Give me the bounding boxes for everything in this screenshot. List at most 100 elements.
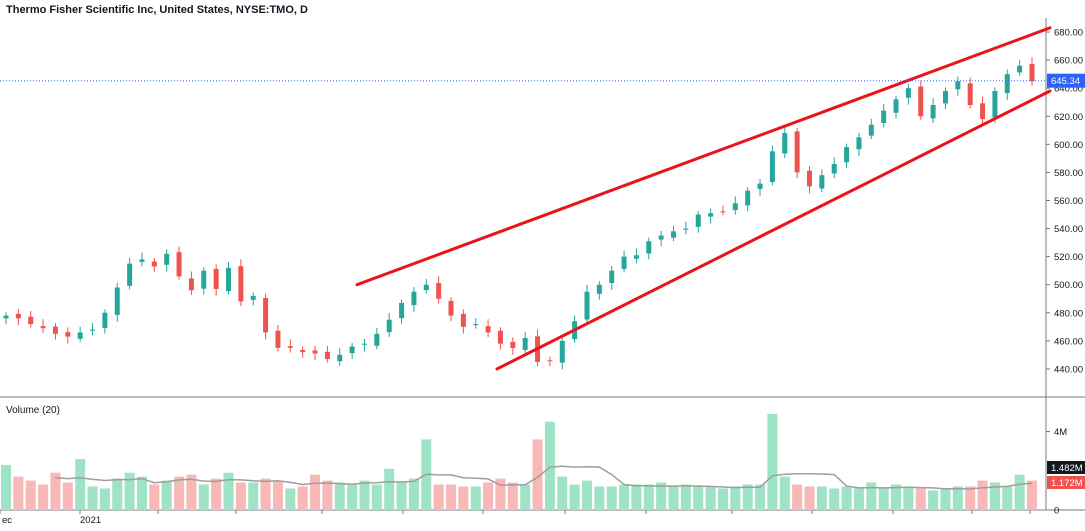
volume-ma-line [55,465,1033,490]
volume-bar [25,480,36,510]
candle-body [411,291,417,306]
candle-body [324,351,330,360]
candle-body [510,341,516,348]
price-tick-label: 600.00 [1054,140,1083,151]
volume-bar [717,488,728,510]
candle-body [226,267,232,292]
price-tick-label: 620.00 [1054,112,1083,123]
volume-bar [62,482,73,510]
volume-bar [742,484,753,510]
candle-body [708,213,714,217]
candle-body [806,170,812,187]
volume-bar [235,482,246,510]
volume-bar [755,484,766,510]
candle-body [448,300,454,316]
volume-bar [161,480,172,510]
price-tick-label: 500.00 [1054,280,1083,291]
volume-bar [1002,486,1013,510]
volume-tick-label: 0 [1054,506,1059,517]
price-tick-label: 520.00 [1054,252,1083,263]
candle-body [90,329,96,331]
volume-bar [544,421,555,510]
candle-body [485,326,491,333]
volume-bar [260,478,271,510]
candle-body [114,287,120,315]
candle-body [856,137,862,150]
volume-bar [792,484,803,510]
volume-bar [483,482,494,510]
volume-bar [891,484,902,510]
volume-bar [507,482,518,510]
candle-body [782,133,788,154]
volume-bar [940,488,951,510]
candle-body [769,151,775,182]
candle-body [1029,64,1035,82]
trendline [495,89,1052,371]
volume-bar [384,468,395,510]
volume-bar [903,486,914,510]
volume-bar [310,474,321,510]
volume-ma-tag [1047,476,1085,489]
volume-bar [112,478,123,510]
volume-bar [408,478,419,510]
volume-bar [371,484,382,510]
candle-body [831,163,837,174]
volume-bar [606,486,617,510]
candle-body [275,330,281,348]
candle-body [287,346,293,348]
candle-body [671,231,677,238]
candle-body [868,124,874,136]
price-tick-label: 680.00 [1054,28,1083,39]
volume-bar [285,488,296,510]
candle-body [164,253,170,265]
candle-body [757,183,763,189]
volume-bars [1,413,1037,510]
candle-body [28,316,34,325]
volume-bar [668,486,679,510]
candle-body [930,105,936,119]
volume-ma-label: 1.172M [1051,478,1083,489]
candle-body [732,203,738,211]
candle-body [621,256,627,269]
price-tick-label: 560.00 [1054,196,1083,207]
trendline [355,26,1052,287]
volume-bar [149,484,160,510]
price-tick-label: 660.00 [1054,56,1083,67]
volume-bar [136,476,147,510]
volume-bar [816,486,827,510]
volume-bar [705,486,716,510]
volume-bar [977,480,988,510]
price-tick-label: 480.00 [1054,308,1083,319]
candle-body [349,346,355,354]
candle-body [584,291,590,320]
candle-body [65,332,71,337]
candle-body [250,295,256,300]
last-price-tag [1047,73,1085,88]
candle-body [188,278,194,291]
volume-bar [446,484,457,510]
candle-body [3,315,9,319]
volume-bar [656,482,667,510]
volume-bar [878,488,889,510]
volume-last-label: 1.482M [1051,463,1083,474]
volume-bar [569,484,580,510]
volume-bar [866,482,877,510]
candle-body [844,147,850,163]
candle-body [745,190,751,206]
candle-body [695,214,701,227]
price-tick-label: 440.00 [1054,364,1083,375]
volume-bar [767,413,778,510]
candle-body [361,343,367,345]
volume-bar [50,472,61,510]
volume-bar [198,484,209,510]
candle-body [547,360,553,362]
volume-bar [272,480,283,510]
candle-body [201,270,207,289]
candle-body [300,349,306,353]
candle-body [151,261,157,267]
volume-bar [594,486,605,510]
candle-body [263,298,269,333]
volume-bar [557,476,568,510]
volume-bar [334,482,345,510]
candle-body [992,90,998,118]
